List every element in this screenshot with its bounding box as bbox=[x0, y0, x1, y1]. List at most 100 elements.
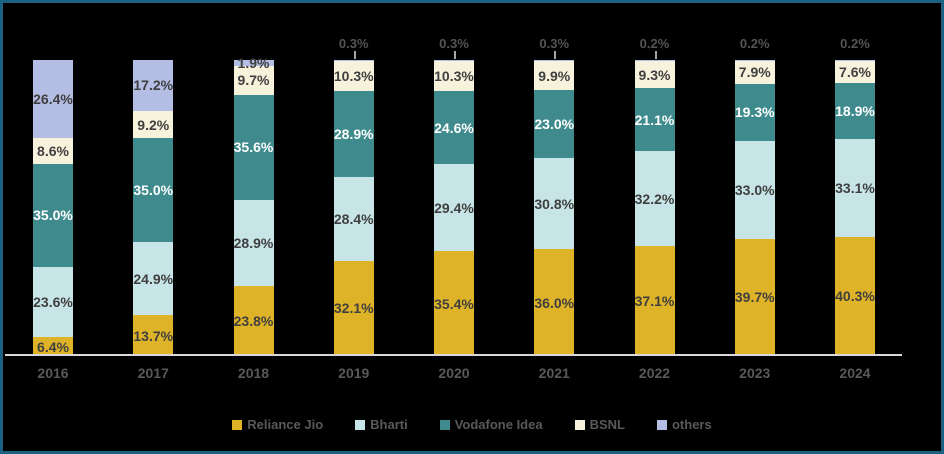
segment-value-label: 8.6% bbox=[37, 142, 69, 159]
legend-item-others: others bbox=[656, 417, 712, 432]
bar-segment-others bbox=[534, 60, 575, 61]
segment-value-label: 32.2% bbox=[634, 190, 675, 207]
bar-segment-reliance-jio: 39.7% bbox=[734, 238, 775, 356]
segment-value-label: 29.4% bbox=[434, 199, 474, 216]
x-axis-label: 2021 bbox=[538, 365, 570, 381]
bar-segment-reliance-jio: 23.8% bbox=[233, 285, 274, 356]
legend: Reliance Jio Bharti Vodafone Idea BSNL other… bbox=[3, 418, 941, 431]
legend-item-bsnl: BSNL bbox=[574, 417, 625, 432]
bar-segment-bsnl: 9.9% bbox=[534, 60, 575, 91]
leader-line bbox=[654, 51, 657, 59]
segment-value-label: 7.6% bbox=[839, 63, 871, 80]
segment-value-label: 10.3% bbox=[333, 68, 374, 85]
segment-value-label: 35.6% bbox=[233, 139, 274, 156]
segment-value-label: 28.9% bbox=[333, 126, 374, 143]
bar-segment-others: 1.9% bbox=[233, 56, 274, 70]
bar-column-2024: 40.3% 33.1% 18.9% 7.6% 0.2% bbox=[835, 37, 875, 356]
x-axis-label: 2020 bbox=[438, 365, 470, 381]
legend-label: Reliance Jio bbox=[247, 417, 324, 432]
segment-value-label: 36.0% bbox=[534, 294, 575, 311]
bar-segment-vodafone-idea: 24.6% bbox=[434, 91, 474, 165]
segment-value-label: 30.8% bbox=[534, 195, 575, 212]
segment-value-label: 7.9% bbox=[738, 64, 771, 81]
stacked-bar: 23.8% 28.9% 35.6% 9.7% 1.9% bbox=[233, 56, 274, 356]
segment-value-label: 35.4% bbox=[434, 295, 474, 312]
legend-item-reliance-jio: Reliance Jio bbox=[232, 418, 323, 431]
bar-segment-reliance-jio: 13.7% bbox=[133, 315, 174, 356]
bar-segment-bsnl: 7.9% bbox=[734, 60, 775, 84]
bar-column-2021: 36.0% 30.8% 23.0% 9.9% 0.3% bbox=[534, 37, 575, 356]
x-axis-label: 2024 bbox=[839, 365, 871, 381]
bar-segment-others bbox=[434, 60, 474, 61]
legend-label: others bbox=[671, 417, 712, 432]
callout-value-label: 0.3% bbox=[539, 36, 570, 51]
callout-value-label: 0.3% bbox=[338, 36, 369, 51]
bar-segment-others bbox=[333, 60, 374, 61]
segment-value-label: 23.6% bbox=[33, 294, 73, 311]
segment-value-label: 32.1% bbox=[333, 300, 374, 317]
x-axis-label: 2019 bbox=[338, 365, 370, 381]
segment-value-label: 33.0% bbox=[734, 181, 775, 198]
bar-segment-vodafone-idea: 35.0% bbox=[33, 163, 73, 268]
segment-value-label: 6.4% bbox=[37, 338, 69, 355]
bar-segment-vodafone-idea: 35.6% bbox=[233, 94, 274, 201]
legend-swatch-icon bbox=[656, 419, 667, 430]
segment-value-label: 9.3% bbox=[638, 66, 671, 83]
bar-segment-vodafone-idea: 19.3% bbox=[734, 83, 775, 141]
stacked-bar: 6.4% 23.6% 35.0% 8.6% 26.4% bbox=[33, 60, 73, 356]
callout-value-label: 0.2% bbox=[739, 36, 770, 51]
x-axis-label: 2023 bbox=[739, 365, 771, 381]
segment-value-label: 17.2% bbox=[133, 77, 174, 94]
bar-segment-reliance-jio: 36.0% bbox=[534, 249, 575, 356]
segment-value-label: 23.8% bbox=[233, 312, 274, 329]
bar-segment-bsnl: 7.6% bbox=[835, 60, 875, 84]
bar-segment-bharti: 28.4% bbox=[333, 176, 374, 261]
stacked-bar: 40.3% 33.1% 18.9% 7.6% 0.2% bbox=[835, 37, 875, 356]
bar-segment-reliance-jio: 35.4% bbox=[434, 251, 474, 356]
legend-label: Bharti bbox=[370, 417, 408, 432]
bar-column-2020: 35.4% 29.4% 24.6% 10.3% 0.3% bbox=[434, 37, 474, 356]
bar-segment-bharti: 23.6% bbox=[33, 267, 73, 338]
bar-segment-bharti: 33.1% bbox=[835, 138, 875, 237]
legend-swatch-icon bbox=[574, 419, 585, 430]
bar-column-2016: 6.4% 23.6% 35.0% 8.6% 26.4% bbox=[33, 60, 73, 356]
segment-value-label: 28.4% bbox=[333, 210, 374, 227]
x-axis-label: 2016 bbox=[37, 365, 69, 381]
bar-column-2018: 23.8% 28.9% 35.6% 9.7% 1.9% bbox=[233, 56, 274, 356]
segment-value-label: 37.1% bbox=[634, 293, 675, 310]
segment-value-label: 33.1% bbox=[835, 179, 875, 196]
stacked-bar: 32.1% 28.4% 28.9% 10.3% 0.3% bbox=[333, 37, 374, 356]
stacked-bar: 36.0% 30.8% 23.0% 9.9% 0.3% bbox=[534, 37, 575, 356]
bar-segment-others: 26.4% bbox=[33, 60, 73, 139]
callout-value-label: 0.2% bbox=[639, 36, 670, 51]
bar-column-2019: 32.1% 28.4% 28.9% 10.3% 0.3% bbox=[333, 37, 374, 356]
bar-segment-reliance-jio: 32.1% bbox=[333, 260, 374, 356]
bar-segment-vodafone-idea: 21.1% bbox=[634, 88, 675, 151]
legend-swatch-icon bbox=[355, 419, 366, 430]
bar-column-2023: 39.7% 33.0% 19.3% 7.9% 0.2% bbox=[734, 37, 775, 356]
legend-swatch-icon bbox=[232, 419, 243, 430]
bar-column-2017: 13.7% 24.9% 35.0% 9.2% 17.2% bbox=[133, 60, 174, 356]
bar-segment-bharti: 28.9% bbox=[233, 200, 274, 286]
legend-item-vodafone-idea: Vodafone Idea bbox=[439, 417, 543, 432]
bar-segment-others: 17.2% bbox=[133, 60, 174, 111]
callout-value-label: 0.2% bbox=[840, 36, 870, 51]
x-axis-label: 2017 bbox=[137, 365, 169, 381]
segment-value-label: 21.1% bbox=[634, 111, 675, 128]
bar-segment-bsnl: 9.3% bbox=[634, 60, 675, 89]
legend-label: BSNL bbox=[589, 417, 625, 432]
x-axis-line bbox=[5, 354, 902, 356]
bar-segment-bharti: 29.4% bbox=[434, 164, 474, 252]
segment-value-label: 9.9% bbox=[538, 67, 571, 84]
bar-segment-bharti: 32.2% bbox=[634, 150, 675, 247]
legend-item-bharti: Bharti bbox=[355, 418, 408, 431]
bar-segment-vodafone-idea: 28.9% bbox=[333, 91, 374, 177]
segment-value-label: 9.7% bbox=[237, 72, 270, 89]
leader-line bbox=[554, 51, 557, 59]
x-axis-label: 2022 bbox=[638, 365, 671, 381]
segment-value-label: 28.9% bbox=[233, 234, 274, 251]
segment-value-label: 23.0% bbox=[534, 116, 575, 133]
legend-label: Vodafone Idea bbox=[454, 417, 543, 432]
segment-value-label: 35.0% bbox=[33, 207, 73, 224]
